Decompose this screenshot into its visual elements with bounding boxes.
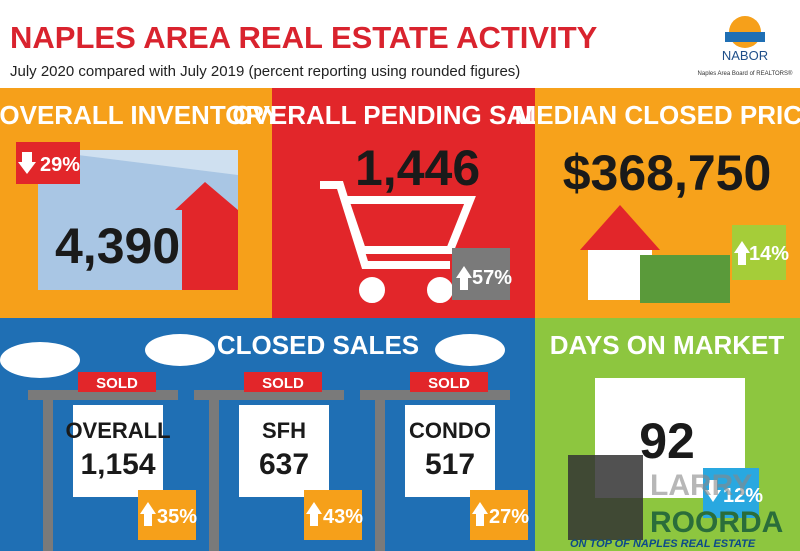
sign-value: 517 [425,448,475,481]
sign-value: 637 [259,448,309,481]
sign-post [209,395,219,551]
median-change: 14% [749,243,789,265]
sign-change: 27% [489,506,529,528]
logo-caption: Naples Area Board of REALTORS® [698,70,793,77]
sign-label: OVERALL [65,418,170,443]
sign-board [239,405,329,497]
days-change: 12% [723,485,763,507]
up-arrow [306,502,322,526]
pending-change: 57% [472,267,512,289]
pending-value: 1,446 [355,140,480,196]
sold-text: SOLD [96,375,138,392]
watermark-tagline: ON TOP OF NAPLES REAL ESTATE [570,538,756,550]
median-title: MEDIAN CLOSED PRICE [515,100,800,130]
sign-label: CONDO [409,418,491,443]
sold-text: SOLD [262,375,304,392]
logo: NABOR Naples Area Board of REALTORS® [698,16,793,77]
house-icon [175,182,238,290]
median-value: $368,750 [563,145,772,201]
sold-tag [410,372,488,392]
page-subtitle: July 2020 compared with July 2019 (perce… [10,63,520,80]
watermark-first: LARRY [650,469,752,502]
pending-title: OVERALL PENDING SALES [232,100,575,130]
inventory-title: OVERALL INVENTORY [0,100,281,130]
agent-photo [568,455,643,540]
sign-board [73,405,163,497]
sign-value: 1,154 [80,448,155,481]
logo-text: NABOR [722,48,768,63]
clouds [0,334,505,378]
days-value: 92 [639,413,695,469]
sign-change: 35% [157,506,197,528]
sign-post [375,395,385,551]
up-arrow [472,502,488,526]
days-title: DAYS ON MARKET [550,330,785,360]
sign-change: 43% [323,506,363,528]
house-money-icon [580,205,730,303]
closed-sales-title: CLOSED SALES [217,330,419,360]
sign-arm [28,390,178,400]
inventory-change: 29% [40,154,80,176]
sold-tag [244,372,322,392]
watermark-last: ROORDA [650,506,783,539]
sign-post [43,395,53,551]
page-title: NAPLES AREA REAL ESTATE ACTIVITY [10,20,598,55]
up-arrow [140,502,156,526]
sold-tag [78,372,156,392]
sign-board [405,405,495,497]
sign-arm [194,390,344,400]
cart-icon [320,181,476,303]
sold-text: SOLD [428,375,470,392]
inventory-value: 4,390 [55,218,180,274]
sign-label: SFH [262,418,306,443]
sign-arm [360,390,510,400]
